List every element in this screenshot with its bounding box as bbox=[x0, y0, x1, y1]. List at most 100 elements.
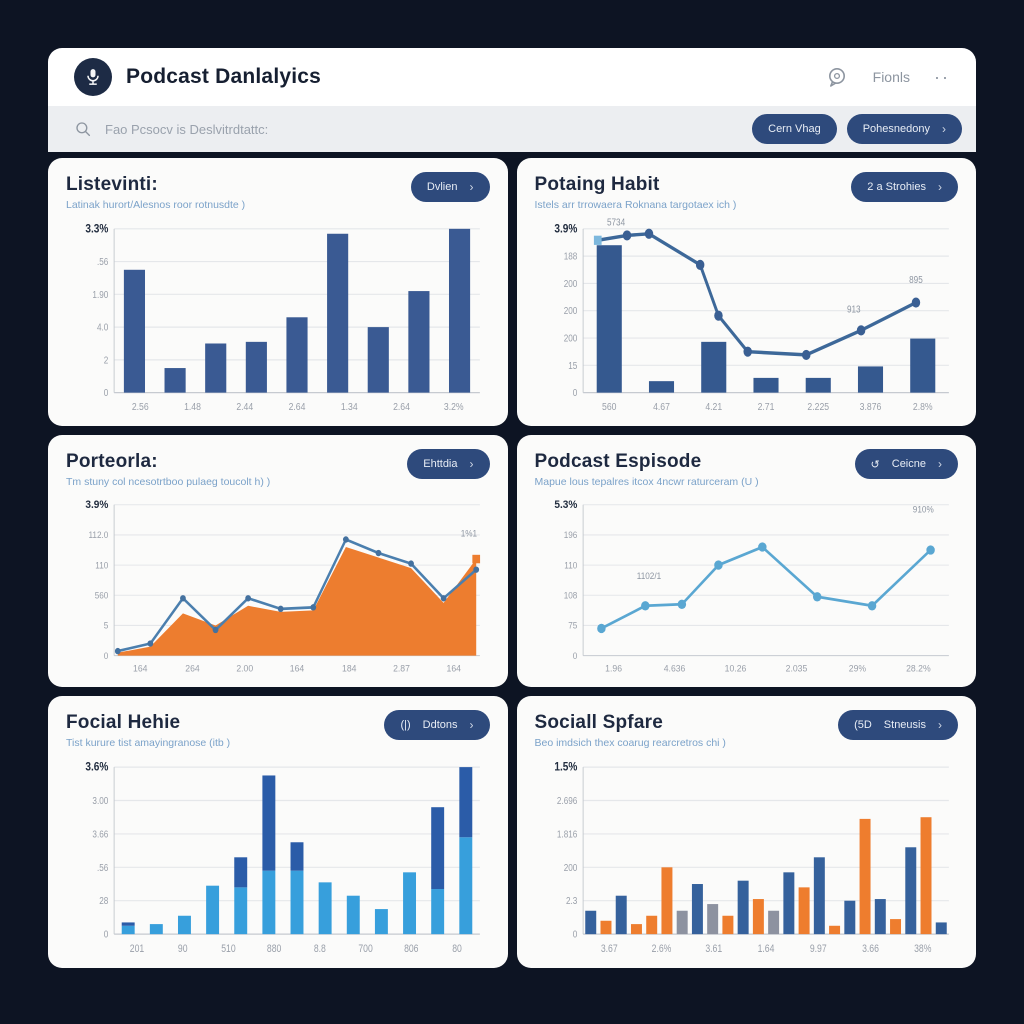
svg-text:2.56: 2.56 bbox=[132, 401, 149, 413]
more-menu[interactable]: ·· bbox=[934, 67, 950, 87]
svg-text:200: 200 bbox=[563, 278, 577, 289]
svg-text:15: 15 bbox=[568, 360, 577, 371]
page-title: Podcast Danlalyics bbox=[126, 65, 322, 88]
svg-text:9.97: 9.97 bbox=[809, 943, 826, 955]
card-action-button[interactable]: (5D Stneusis › bbox=[838, 710, 958, 740]
card-title: Sociall Spfare bbox=[534, 712, 663, 733]
card-action-button[interactable]: Dvlien › bbox=[410, 172, 490, 202]
svg-text:4.21: 4.21 bbox=[705, 401, 722, 413]
svg-text:29%: 29% bbox=[848, 663, 865, 673]
card-action-button[interactable]: Ehttdia › bbox=[407, 449, 490, 479]
card-social-reach: Focial Hehie Tist kurure tist amayingran… bbox=[48, 696, 508, 968]
presentation-button[interactable]: Pohesnedony › bbox=[846, 114, 962, 144]
svg-text:2.3: 2.3 bbox=[565, 895, 576, 906]
svg-text:1.48: 1.48 bbox=[184, 401, 201, 413]
card-subtitle-link[interactable]: Tm stuny col ncesotrtboo pulaeg toucolt … bbox=[66, 476, 271, 488]
card-subtitle-link[interactable]: Istels arr trrowaera Roknana targotaex i… bbox=[534, 199, 737, 211]
card-subtitle-link[interactable]: Tist kurure tist amayingranose (itb ) bbox=[66, 737, 231, 749]
svg-text:196: 196 bbox=[563, 530, 577, 540]
card-action-button[interactable]: 2 a Strohies › bbox=[851, 172, 958, 202]
card-action-button[interactable]: (|) Ddtons › bbox=[384, 710, 490, 740]
svg-text:1.34: 1.34 bbox=[341, 401, 358, 413]
svg-text:1102/1: 1102/1 bbox=[636, 570, 661, 580]
svg-text:1.90: 1.90 bbox=[92, 289, 108, 300]
chevron-right-icon: › bbox=[942, 122, 946, 136]
svg-text:4.0: 4.0 bbox=[97, 322, 108, 333]
svg-text:3.6%: 3.6% bbox=[85, 761, 108, 774]
svg-text:560: 560 bbox=[95, 590, 109, 600]
reach-stacked-bar-chart: 0 28 .56 3.66 3.00 3.6% 201 90 510 880 8.8 700 806 80 bbox=[66, 753, 490, 960]
svg-text:0: 0 bbox=[572, 387, 577, 398]
filters-menu[interactable]: Fionls bbox=[872, 69, 910, 85]
svg-text:110: 110 bbox=[95, 560, 108, 570]
svg-text:2: 2 bbox=[104, 355, 109, 366]
svg-text:164: 164 bbox=[447, 663, 461, 673]
card-subtitle-link[interactable]: Latinak hurort/Alesnos roor rotnusdte ) bbox=[66, 199, 246, 211]
listeners-bar-chart: 0 2 4.0 1.90 .56 3.3% 2.56 1.48 2.44 2.64 1.34 2.64… bbox=[66, 215, 490, 418]
svg-text:110: 110 bbox=[564, 560, 577, 570]
svg-text:2.00: 2.00 bbox=[236, 663, 253, 673]
svg-text:1%1: 1%1 bbox=[461, 528, 478, 538]
svg-text:164: 164 bbox=[290, 663, 304, 673]
card-title: Listevinti: bbox=[66, 174, 158, 195]
card-listeners: Listevinti: Latinak hurort/Alesnos roor … bbox=[48, 158, 508, 426]
chevron-right-icon: › bbox=[938, 718, 942, 732]
svg-text:2.87: 2.87 bbox=[393, 663, 410, 673]
search-input[interactable] bbox=[103, 120, 447, 138]
svg-text:1.816: 1.816 bbox=[556, 829, 576, 840]
svg-text:200: 200 bbox=[563, 333, 577, 344]
svg-text:2.035: 2.035 bbox=[785, 663, 807, 673]
portfolio-area-chart: 0 5 560 110 112.0 3.9% 1%1 164 264 2.00 164 184 2.87… bbox=[66, 492, 490, 679]
svg-text:0: 0 bbox=[104, 650, 109, 660]
svg-text:0: 0 bbox=[104, 387, 109, 398]
svg-text:2.225: 2.225 bbox=[807, 401, 829, 413]
card-title: Porteorla: bbox=[66, 451, 158, 472]
svg-text:3.66: 3.66 bbox=[862, 943, 879, 955]
search-bar-row: Cern Vhag Pohesnedony › bbox=[48, 106, 976, 152]
svg-text:3.2%: 3.2% bbox=[444, 401, 464, 413]
card-title: Potaing Habit bbox=[534, 174, 660, 195]
episode-line-chart: 0 75 108 110 196 5.3% 1102/1 910% 1.96 4.636 10.26… bbox=[535, 492, 959, 679]
svg-text:806: 806 bbox=[404, 943, 418, 955]
svg-text:910%: 910% bbox=[912, 504, 933, 514]
svg-text:2.44: 2.44 bbox=[236, 401, 253, 413]
chevron-right-icon: › bbox=[469, 718, 474, 732]
card-subtitle-link[interactable]: Beo imdsich thex coarug rearcretros chi … bbox=[534, 737, 726, 749]
svg-text:28.2%: 28.2% bbox=[906, 663, 931, 673]
svg-text:895: 895 bbox=[909, 274, 923, 285]
card-subtitle-link[interactable]: Mapue lous tepalres itcox 4ncwr raturcer… bbox=[534, 476, 759, 488]
svg-text:.56: .56 bbox=[97, 256, 108, 267]
chat-bubble-icon[interactable] bbox=[825, 65, 849, 89]
svg-text:38%: 38% bbox=[914, 943, 932, 955]
svg-text:2.64: 2.64 bbox=[289, 401, 306, 413]
svg-text:200: 200 bbox=[563, 306, 577, 317]
svg-text:2.8%: 2.8% bbox=[912, 401, 932, 413]
svg-text:5.3%: 5.3% bbox=[554, 499, 578, 512]
card-social-share: Sociall Spfare Beo imdsich thex coarug r… bbox=[516, 696, 976, 968]
create-button[interactable]: Cern Vhag bbox=[752, 114, 837, 144]
svg-text:510: 510 bbox=[221, 943, 235, 955]
svg-text:1.5%: 1.5% bbox=[554, 761, 577, 774]
card-portfolio: Porteorla: Tm stuny col ncesotrtboo pula… bbox=[48, 435, 508, 687]
svg-text:5734: 5734 bbox=[606, 217, 624, 228]
card-podcast-episode: Podcast Espisode Mapue lous tepalres itc… bbox=[516, 435, 976, 687]
card-listening-habit: Potaing Habit Istels arr trrowaera Rokna… bbox=[516, 158, 976, 426]
card-action-button[interactable]: ↺ Ceicne › bbox=[854, 449, 958, 479]
svg-text:2.696: 2.696 bbox=[556, 795, 576, 806]
svg-text:3.3%: 3.3% bbox=[85, 223, 108, 236]
refresh-icon: ↺ bbox=[870, 458, 880, 471]
svg-text:4.636: 4.636 bbox=[663, 663, 685, 673]
svg-text:164: 164 bbox=[133, 663, 147, 673]
svg-text:2.64: 2.64 bbox=[393, 401, 410, 413]
svg-text:201: 201 bbox=[130, 943, 144, 955]
svg-text:0: 0 bbox=[104, 929, 109, 940]
svg-text:880: 880 bbox=[267, 943, 281, 955]
svg-text:700: 700 bbox=[358, 943, 372, 955]
svg-text:.56: .56 bbox=[97, 862, 108, 873]
svg-text:1.96: 1.96 bbox=[605, 663, 622, 673]
svg-text:0: 0 bbox=[572, 929, 577, 940]
dashboard-grid: Listevinti: Latinak hurort/Alesnos roor … bbox=[48, 158, 976, 968]
svg-text:3.9%: 3.9% bbox=[85, 499, 109, 512]
svg-text:1.64: 1.64 bbox=[757, 943, 774, 955]
app-logo bbox=[74, 58, 112, 96]
